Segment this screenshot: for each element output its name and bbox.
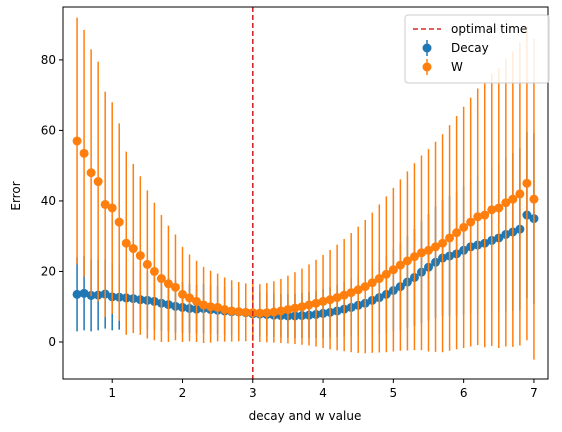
data-point bbox=[346, 288, 356, 298]
data-point bbox=[163, 279, 173, 289]
data-point bbox=[86, 168, 96, 178]
x-tick-label: 5 bbox=[390, 386, 398, 400]
data-point bbox=[480, 210, 490, 220]
data-point bbox=[388, 265, 398, 275]
data-point bbox=[508, 194, 518, 204]
data-point bbox=[227, 306, 237, 316]
data-point bbox=[466, 217, 476, 227]
axes-frame bbox=[62, 6, 549, 380]
x-tick-label: 3 bbox=[249, 386, 257, 400]
data-point bbox=[135, 251, 145, 261]
data-point bbox=[149, 266, 159, 276]
data-point bbox=[79, 148, 89, 158]
axes-border bbox=[62, 6, 549, 380]
data-point bbox=[234, 307, 244, 317]
legend-decay-swatch bbox=[422, 40, 432, 56]
data-point bbox=[79, 288, 89, 298]
x-tick-label: 2 bbox=[179, 386, 187, 400]
data-point bbox=[395, 260, 405, 270]
data-point bbox=[142, 259, 152, 269]
data-point bbox=[170, 282, 180, 292]
data-point bbox=[114, 217, 124, 227]
data-point bbox=[318, 296, 328, 306]
data-point bbox=[262, 308, 272, 318]
legend-box bbox=[404, 14, 550, 84]
data-point bbox=[297, 302, 307, 312]
data-point bbox=[431, 242, 441, 252]
plot-marks bbox=[72, 7, 539, 379]
data-point bbox=[241, 307, 251, 317]
series-w bbox=[72, 17, 539, 360]
data-point bbox=[332, 293, 342, 303]
data-point bbox=[367, 278, 377, 288]
data-point bbox=[402, 256, 412, 266]
x-tick-label: 1 bbox=[108, 386, 116, 400]
x-tick-label: 7 bbox=[530, 386, 538, 400]
data-point bbox=[515, 189, 525, 199]
data-point bbox=[304, 300, 314, 310]
y-tick-label: 0 bbox=[48, 335, 56, 349]
data-point bbox=[206, 302, 216, 312]
data-point bbox=[353, 285, 363, 295]
data-point bbox=[381, 269, 391, 279]
x-tick-label: 4 bbox=[319, 386, 327, 400]
data-point bbox=[128, 244, 138, 254]
legend-decay-label: Decay bbox=[451, 41, 489, 55]
data-point bbox=[487, 205, 497, 215]
data-point bbox=[522, 178, 532, 188]
y-axis-label: Error bbox=[9, 181, 23, 210]
data-point bbox=[72, 136, 82, 146]
data-point bbox=[283, 305, 293, 315]
data-point bbox=[100, 199, 110, 209]
x-axis-label: decay and w value bbox=[249, 409, 362, 423]
data-point bbox=[473, 212, 483, 222]
data-point bbox=[409, 252, 419, 262]
legend-w-label: W bbox=[451, 60, 463, 74]
data-point bbox=[156, 274, 166, 284]
data-point bbox=[438, 238, 448, 248]
data-point bbox=[494, 203, 504, 213]
data-point bbox=[374, 274, 384, 284]
data-point bbox=[360, 282, 370, 292]
y-tick-label: 60 bbox=[41, 123, 56, 137]
x-tick-label: 6 bbox=[460, 386, 468, 400]
data-point bbox=[416, 248, 426, 258]
data-point bbox=[93, 177, 103, 187]
legend-w-swatch bbox=[422, 59, 432, 75]
data-point bbox=[424, 245, 434, 255]
data-point bbox=[199, 300, 209, 310]
y-tick-label: 80 bbox=[41, 53, 56, 67]
data-point bbox=[192, 296, 202, 306]
data-point bbox=[121, 238, 131, 248]
data-point bbox=[459, 222, 469, 232]
data-point bbox=[255, 308, 265, 318]
data-point bbox=[107, 203, 117, 213]
y-tick-label: 20 bbox=[41, 264, 56, 278]
axis-ticks: 1 2 3 4 5 6 7 0 20 40 60 80 bbox=[41, 53, 538, 400]
data-point bbox=[185, 293, 195, 303]
data-point bbox=[276, 306, 286, 316]
data-point bbox=[311, 298, 321, 308]
data-point bbox=[213, 302, 223, 312]
data-point bbox=[529, 194, 539, 204]
data-point bbox=[452, 228, 462, 238]
legend-optimal-time-label: optimal time bbox=[451, 22, 527, 36]
data-point bbox=[325, 295, 335, 305]
data-point bbox=[290, 303, 300, 313]
data-point bbox=[220, 305, 230, 315]
plot-area bbox=[72, 7, 539, 379]
data-point bbox=[269, 307, 279, 317]
data-point bbox=[72, 289, 82, 299]
data-point bbox=[445, 233, 455, 243]
y-tick-label: 40 bbox=[41, 194, 56, 208]
data-point bbox=[501, 198, 511, 208]
data-point bbox=[177, 289, 187, 299]
legend: optimal time Decay W bbox=[404, 14, 550, 84]
data-point bbox=[339, 290, 349, 300]
